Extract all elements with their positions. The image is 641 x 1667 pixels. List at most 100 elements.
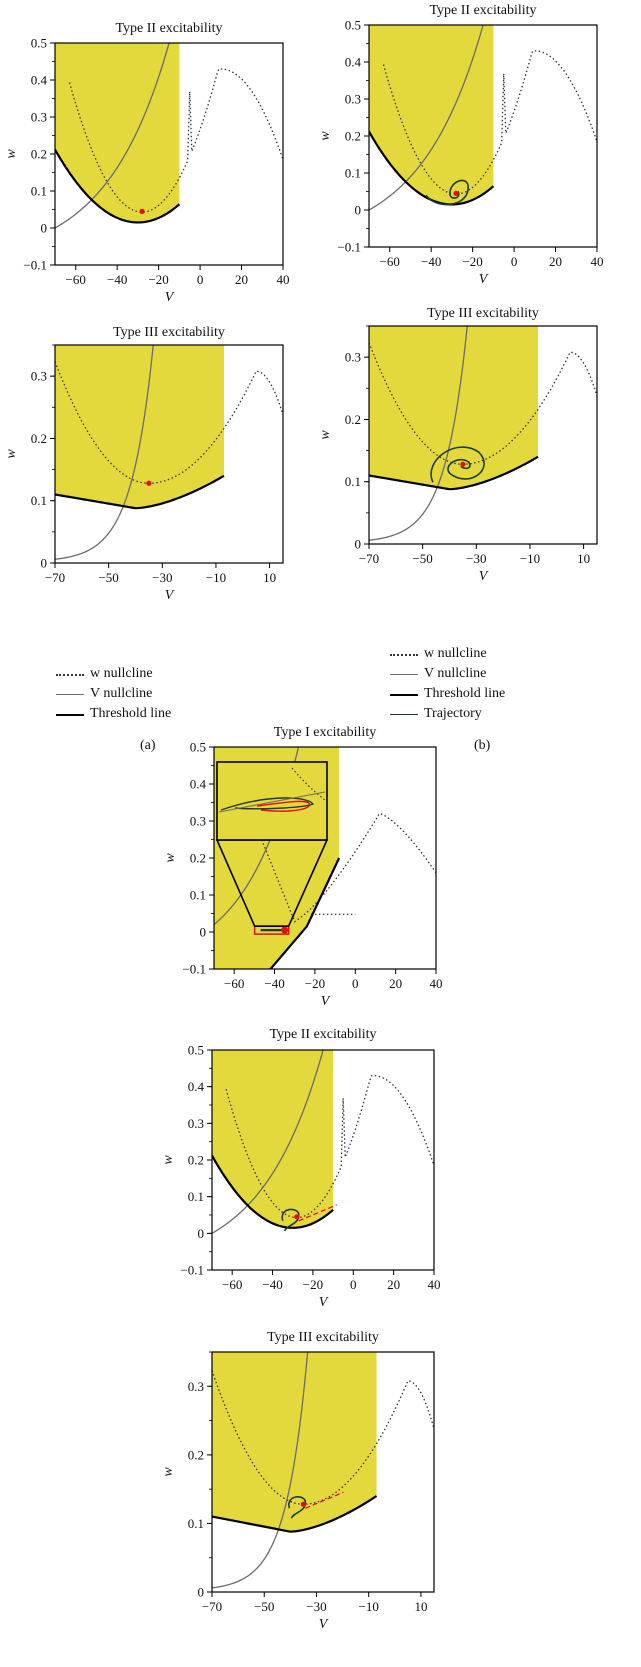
legend-item: w nullcline [56, 664, 171, 684]
legend-label: Threshold line [424, 686, 506, 701]
w-nullcline [68, 68, 283, 213]
excitable-region [55, 345, 224, 509]
x-tick-label: −60 [224, 976, 244, 991]
x-tick-label: −40 [107, 272, 127, 287]
x-tick-label: 20 [389, 976, 402, 991]
y-tick-label: 0 [200, 925, 207, 940]
x-tick-label: −60 [66, 272, 86, 287]
x-axis-label: V [321, 994, 331, 1009]
plot-area [369, 326, 597, 541]
threshold-line [55, 149, 181, 224]
y-tick-label: 0.4 [345, 55, 362, 70]
w-nullcline [382, 50, 597, 195]
y-tick-label: 0.3 [190, 814, 206, 829]
fixed-point [281, 926, 289, 934]
x-axis-label: V [479, 272, 489, 287]
legend-label: w nullcline [90, 666, 153, 681]
legend-item: V nullcline [56, 684, 171, 704]
x-tick-label: 10 [263, 570, 276, 585]
y-tick-label: 0.4 [188, 1079, 205, 1094]
v-nullcline [55, 345, 154, 560]
y-axis-label: w [4, 449, 19, 459]
x-tick-label: −40 [264, 976, 284, 991]
plot-frame [211, 1351, 435, 1593]
inset-trajectory [220, 797, 315, 811]
y-tick-label: 0.4 [190, 777, 207, 792]
x-tick-label: −20 [305, 976, 325, 991]
y-tick-label: 0.1 [188, 1189, 204, 1204]
legend-item: w nullcline [390, 644, 505, 664]
x-tick-label: 40 [277, 272, 290, 287]
y-tick-label: 0.5 [345, 18, 361, 33]
x-tick-label: 40 [430, 976, 443, 991]
legend-label: w nullcline [424, 646, 487, 661]
panel-label-a: (a) [140, 738, 156, 753]
legend-item: Trajectory [390, 704, 505, 724]
x-tick-label: −70 [359, 551, 379, 566]
v-nullcline [214, 747, 300, 926]
legend-b: w nullcline V nullcline Threshold line T… [390, 644, 505, 724]
x-tick-label: −20 [303, 1277, 323, 1292]
excitable-region [369, 326, 538, 490]
y-tick-label: 0.5 [188, 1043, 204, 1058]
excitable-region [55, 43, 180, 223]
x-tick-label: −20 [462, 254, 482, 269]
legend-a: w nullcline V nullcline Threshold line [56, 664, 171, 724]
v-nullcline [212, 1352, 309, 1589]
y-tick-label: 0.2 [345, 129, 361, 144]
plot-frame [54, 344, 284, 564]
chart-title: Type II excitability [115, 21, 222, 36]
y-axis-label: w [4, 149, 19, 159]
x-tick-label: 20 [235, 272, 248, 287]
chart-a2: −70 −50 −30 −10 10 0 0.1 0.2 0.3 Type III excitab… [4, 325, 284, 603]
x-tick-label: 0 [350, 1277, 357, 1292]
x-tick-label: −50 [254, 1599, 274, 1614]
y-tick-label: −0.1 [337, 240, 361, 255]
y-tick-label: 0.1 [188, 1516, 204, 1531]
y-tick-label: 0.1 [31, 493, 47, 508]
threshold-line [212, 1495, 378, 1533]
plot-area [214, 747, 436, 969]
tangent-dashed [298, 1204, 338, 1222]
plot-area [369, 25, 597, 211]
chart-title: Type II excitability [269, 1027, 376, 1042]
x-tick-label: 10 [414, 1599, 427, 1614]
x-tick-label: −60 [380, 254, 400, 269]
x-tick-label: −10 [359, 1599, 379, 1614]
chart-title: Type III excitability [113, 325, 225, 340]
y-tick-label: 0 [41, 556, 48, 571]
inset-v-nullcline [218, 791, 326, 813]
x-tick-label: −60 [222, 1277, 242, 1292]
chart-a1: −60 −40 −20 0 20 40 −0.1 0 0.1 0.2 0.3 0.4 0.5 Type I… [4, 21, 290, 305]
y-tick-label: 0 [198, 1585, 205, 1600]
w-nullcline [225, 1075, 434, 1219]
x-tick-label: 0 [197, 272, 204, 287]
x-axis-label: V [165, 290, 175, 305]
chart-b1: −60 −40 −20 0 20 40 −0.1 0 0.1 0.2 0.3 0.4 0.5 Type I… [318, 3, 604, 287]
x-tick-label: 10 [577, 551, 590, 566]
y-tick-label: 0 [355, 537, 362, 552]
y-axis-label: w [161, 1155, 176, 1165]
threshold-line [55, 474, 225, 510]
excitable-region [369, 25, 494, 205]
x-axis-label: V [319, 1617, 329, 1632]
y-tick-label: −0.1 [182, 962, 206, 977]
legend-label: Threshold line [90, 706, 172, 721]
x-tick-label: −40 [262, 1277, 282, 1292]
fixed-point [453, 190, 459, 196]
threshold-line [269, 857, 341, 969]
y-tick-label: 0.2 [345, 412, 361, 427]
trajectory [425, 179, 469, 206]
y-tick-label: 0.3 [31, 110, 47, 125]
excitable-region [212, 1050, 334, 1228]
chart-title: Type I excitability [274, 725, 376, 740]
v-nullcline [369, 326, 468, 541]
legend-item: Threshold line [56, 704, 171, 724]
x-tick-label: 0 [352, 976, 359, 991]
x-tick-label: −40 [421, 254, 441, 269]
y-tick-label: −0.1 [23, 258, 47, 273]
legend-label: Trajectory [424, 706, 482, 721]
x-tick-label: 40 [428, 1277, 441, 1292]
x-tick-label: −30 [466, 551, 486, 566]
